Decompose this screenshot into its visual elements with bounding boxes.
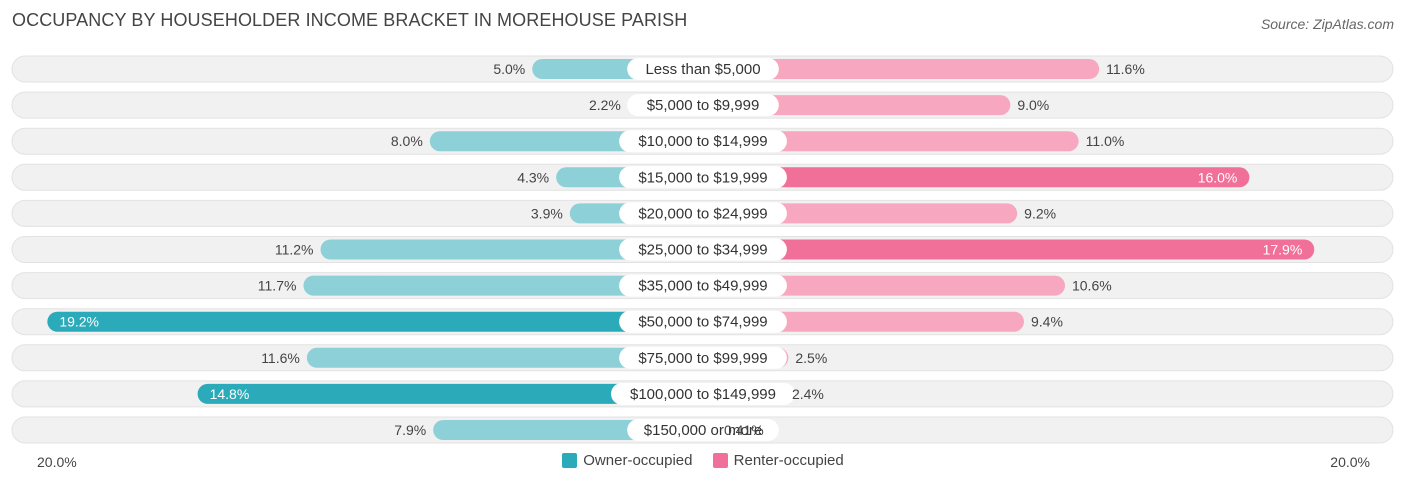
owner-value-label: 19.2%: [59, 314, 99, 330]
category-label-bg: [619, 274, 787, 297]
axis-right-label: 20.0%: [1330, 454, 1370, 470]
owner-value-label: 11.7%: [258, 278, 297, 294]
legend-item-renter[interactable]: Renter-occupied: [712, 452, 844, 469]
category-label: $5,000 to $9,999: [647, 97, 760, 114]
owner-value-label: 11.2%: [275, 242, 314, 258]
owner-bar: [320, 239, 703, 260]
legend-swatch-owner: [562, 453, 578, 468]
owner-value-label: 2.2%: [589, 97, 621, 113]
category-label-bg: [619, 166, 787, 189]
chart-row: $25,000 to $34,999 11.2% 17.9%: [11, 236, 1394, 263]
category-label-bg: [627, 419, 779, 441]
chart-row: $15,000 to $19,999 4.3% 16.0%: [11, 163, 1394, 191]
legend-label-owner: Owner-occupied: [583, 452, 693, 469]
renter-value-label: 2.4%: [792, 386, 824, 402]
renter-value-label: 16.0%: [1198, 169, 1238, 185]
owner-bar: [306, 347, 703, 368]
owner-value-label: 8.0%: [391, 133, 423, 149]
category-label: $20,000 to $24,999: [638, 205, 767, 222]
renter-bar: [703, 59, 1100, 79]
category-label-bg: [619, 130, 787, 153]
renter-bar: [703, 239, 1315, 260]
category-label: $75,000 to $99,999: [638, 350, 767, 367]
source-note: Source: ZipAtlas.com: [1260, 16, 1394, 32]
category-label-bg: [611, 382, 795, 405]
chart-row: $100,000 to $149,999 14.8% 2.4%: [11, 380, 1394, 408]
renter-bar: [703, 95, 1011, 116]
owner-bar: [47, 311, 703, 332]
legend-item-owner[interactable]: Owner-occupied: [562, 452, 692, 469]
renter-value-label: 11.0%: [1086, 133, 1125, 149]
owner-bar: [303, 275, 703, 296]
renter-value-label: 9.0%: [1017, 97, 1049, 113]
renter-bar: [703, 275, 1065, 296]
category-label: $50,000 to $74,999: [638, 314, 767, 331]
owner-value-label: 4.3%: [517, 169, 549, 185]
chart-row: $10,000 to $14,999 8.0% 11.0%: [11, 127, 1394, 155]
category-label-bg: [619, 238, 787, 261]
owner-value-label: 3.9%: [531, 205, 563, 221]
category-label-bg: [619, 310, 787, 333]
chart-row: $50,000 to $74,999 19.2% 9.4%: [11, 308, 1394, 336]
renter-value-label: 10.6%: [1072, 278, 1112, 294]
renter-value-label: 9.2%: [1024, 205, 1056, 221]
category-label-bg: [619, 202, 787, 225]
owner-value-label: 5.0%: [493, 61, 525, 77]
chart-canvas: Less than $5,000 5.0% 11.6% $5,000 to $9,99…: [11, 55, 1394, 444]
axis-left-label: 20.0%: [37, 454, 77, 470]
owner-value-label: 14.8%: [210, 386, 250, 402]
category-label: $15,000 to $19,999: [638, 169, 767, 186]
owner-value-label: 11.6%: [261, 350, 300, 366]
legend-label-renter: Renter-occupied: [733, 452, 844, 469]
chart-row: Less than $5,000 5.0% 11.6%: [11, 55, 1394, 83]
chart-row: $20,000 to $24,999 3.9% 9.2%: [11, 199, 1394, 227]
renter-bar: [703, 131, 1079, 152]
category-label-bg: [627, 94, 779, 117]
category-label: $10,000 to $14,999: [638, 133, 767, 150]
legend: Owner-occupied Renter-occupied: [0, 452, 1406, 472]
renter-value-label: 9.4%: [1031, 314, 1063, 330]
chart-row: $75,000 to $99,999 11.6% 2.5%: [11, 344, 1394, 372]
chart-row: $35,000 to $49,999 11.7% 10.6%: [11, 272, 1394, 300]
chart-title: OCCUPANCY BY HOUSEHOLDER INCOME BRACKET …: [12, 10, 688, 30]
category-label: $25,000 to $34,999: [638, 242, 767, 259]
renter-value-label: 11.6%: [1106, 61, 1145, 77]
category-label: $35,000 to $49,999: [638, 278, 767, 295]
legend-swatch-renter: [712, 453, 728, 468]
chart-row: $5,000 to $9,999 2.2% 9.0%: [11, 91, 1394, 119]
category-label-bg: [627, 58, 779, 80]
category-label: $100,000 to $149,999: [630, 386, 776, 403]
renter-value-label: 2.5%: [795, 350, 827, 366]
renter-value-label: 0.41%: [724, 422, 764, 438]
category-label-bg: [619, 346, 787, 369]
renter-value-label: 17.9%: [1263, 242, 1303, 258]
renter-bar: [703, 167, 1250, 188]
category-label: Less than $5,000: [645, 61, 760, 78]
chart-row: $150,000 or more 7.9% 0.41%: [11, 416, 1394, 444]
owner-value-label: 7.9%: [394, 422, 426, 438]
owner-bar: [197, 383, 703, 404]
category-label: $150,000 or more: [644, 422, 762, 439]
